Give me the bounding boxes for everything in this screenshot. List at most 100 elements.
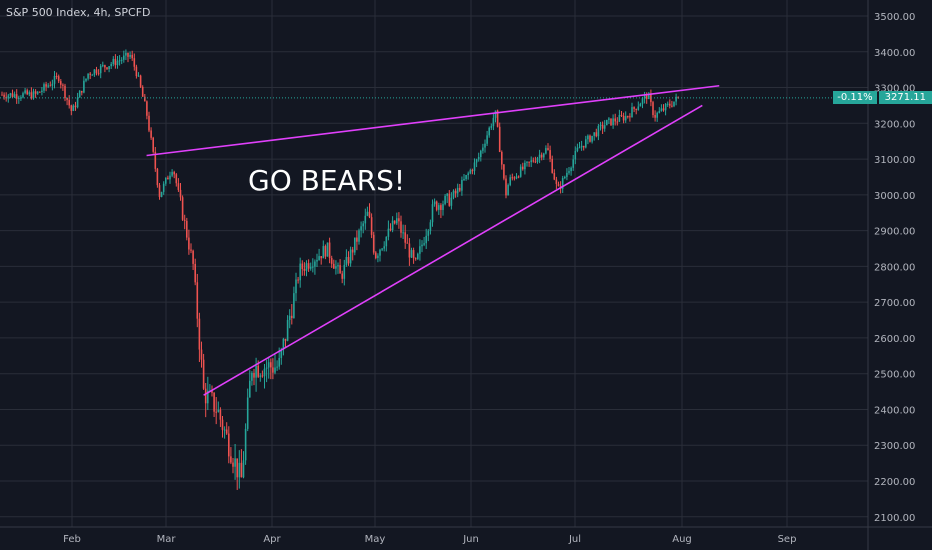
candle-body [482,147,484,151]
x-tick-label: Apr [263,534,281,545]
candle-body [299,263,301,281]
candle-body [429,222,432,231]
candle-body [452,190,455,198]
candle-body [108,66,110,69]
candle-body [66,98,68,100]
candle-body [257,365,259,377]
candle-body [351,249,354,253]
candle-body [137,75,140,77]
candle-body [658,111,661,113]
y-tick-label: 3400.00 [874,48,915,59]
candle-body [599,124,602,126]
candle-body [45,84,47,87]
candle-body [215,411,217,413]
candle-body [36,91,39,94]
candle-body [165,177,167,184]
price-value: 3271.11 [878,90,932,104]
candle-body [55,75,58,77]
candle-body [326,242,329,257]
y-tick-label: 3000.00 [874,191,915,202]
candle-body [633,107,635,109]
candle-body [316,259,318,262]
candle-body [530,160,532,163]
candle-body [144,96,146,102]
candle-body [433,201,436,205]
candle-body [83,80,85,93]
y-tick-label: 2500.00 [874,370,915,381]
candle-body [410,250,413,258]
candle-body [606,119,608,126]
candle-body [64,85,66,99]
candle-body [454,190,457,194]
candle-body [526,161,528,163]
candle-body [419,246,421,254]
candle-body [393,220,396,224]
candle-body [175,174,178,184]
candle-body [377,255,379,259]
candle-body [139,75,142,87]
candle-body [39,91,41,93]
candle-body [158,185,161,197]
candle-body [666,103,669,105]
candle-body [364,215,367,224]
candle-body [148,115,150,131]
candle-body [431,204,434,223]
candle-body [152,137,154,152]
candle-body [524,162,526,170]
candle-body [32,91,35,99]
y-tick-label: 3300.00 [874,84,915,95]
candle-body [532,160,535,162]
candle-body [30,92,33,99]
candle-body [112,58,115,65]
candle-body [459,187,461,191]
candle-body [528,161,530,163]
candle-body [496,110,499,127]
candle-body [467,173,469,176]
candle-body [578,147,581,149]
candle-body [202,359,205,389]
x-tick-label: Jul [568,534,581,545]
candle-body [385,236,388,247]
candle-body [543,153,545,158]
candle-body [570,167,572,172]
y-tick-label: 2600.00 [874,334,915,345]
candle-body [146,101,148,116]
candle-body [41,90,43,92]
candle-body [280,349,283,358]
candle-body [404,232,406,243]
candle-body [652,102,654,116]
candle-body [322,246,325,259]
candle-body [627,116,629,118]
candle-body [463,178,465,180]
candle-body [186,220,188,238]
candle-body [473,162,476,171]
candle-body [295,279,297,294]
candle-body [671,105,673,107]
candle-body [379,249,381,256]
candle-body [200,349,203,360]
candle-body [89,73,91,75]
candle-body [232,462,234,467]
candle-body [246,397,249,429]
candle-body [358,230,360,242]
candle-body [343,264,346,279]
chart-title: S&P 500 Index, 4h, SPCFD [6,6,151,19]
candle-body [261,375,264,377]
price-badge: -0.11% 3271.11 [833,90,932,104]
candle-body [307,263,310,269]
candle-body [368,211,371,218]
candle-body [372,234,375,253]
candle-body [585,139,587,148]
y-tick-label: 3100.00 [874,155,915,166]
candle-body [13,94,16,98]
candle-body [106,67,108,69]
candle-body [171,172,173,176]
candle-body [104,65,106,68]
candle-body [614,118,616,122]
candle-body [81,90,83,93]
y-tick-label: 2400.00 [874,405,915,416]
candle-body [664,104,667,111]
candle-body [150,130,152,138]
candle-body [141,86,144,97]
